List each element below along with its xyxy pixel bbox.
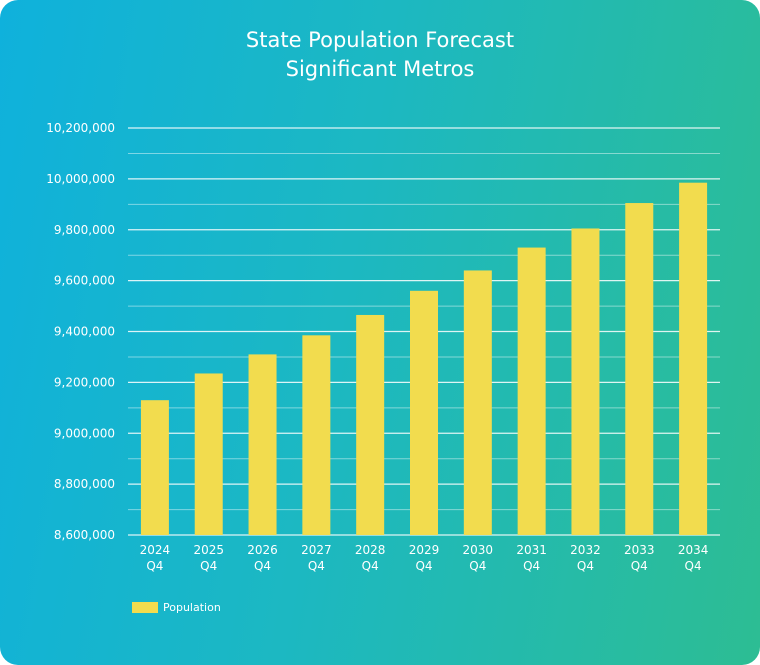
chart-subtitle: Significant Metros bbox=[285, 57, 475, 81]
bar-2034 bbox=[679, 182, 708, 536]
bar-2033 bbox=[625, 203, 654, 535]
x-tick-label-year: 2030 bbox=[463, 543, 494, 557]
y-tick-label: 9,200,000 bbox=[54, 375, 115, 389]
y-tick-label: 9,400,000 bbox=[54, 325, 115, 339]
x-tick-label-quarter: Q4 bbox=[577, 559, 594, 573]
x-tick-label-year: 2029 bbox=[409, 543, 440, 557]
x-tick-label-quarter: Q4 bbox=[308, 559, 325, 573]
x-tick-label-quarter: Q4 bbox=[631, 559, 648, 573]
x-tick-label-quarter: Q4 bbox=[200, 559, 217, 573]
bar-2025 bbox=[194, 373, 223, 535]
x-tick-label-year: 2028 bbox=[355, 543, 386, 557]
bar-2032 bbox=[571, 228, 600, 535]
x-tick-label-year: 2032 bbox=[570, 543, 601, 557]
x-tick-label-year: 2027 bbox=[301, 543, 332, 557]
y-tick-label: 8,800,000 bbox=[54, 477, 115, 491]
legend-swatch-population bbox=[132, 602, 158, 613]
y-tick-label: 10,200,000 bbox=[46, 121, 115, 135]
bar-2029 bbox=[410, 290, 438, 535]
y-tick-label: 9,800,000 bbox=[54, 223, 115, 237]
x-tick-label-year: 2025 bbox=[193, 543, 224, 557]
legend-label-population: Population bbox=[163, 601, 221, 614]
x-tick-label-quarter: Q4 bbox=[685, 559, 702, 573]
bar-2024 bbox=[140, 400, 169, 535]
x-tick-label-quarter: Q4 bbox=[254, 559, 271, 573]
x-tick-label-quarter: Q4 bbox=[523, 559, 540, 573]
bar-2027 bbox=[302, 335, 331, 535]
bar-2026 bbox=[248, 354, 277, 535]
legend: Population bbox=[132, 601, 221, 614]
x-tick-label-quarter: Q4 bbox=[146, 559, 163, 573]
chart-title-block: State Population Forecast Significant Me… bbox=[0, 26, 760, 84]
bar-2031 bbox=[517, 247, 546, 535]
x-tick-label-year: 2024 bbox=[140, 543, 171, 557]
chart-title: State Population Forecast bbox=[245, 28, 515, 52]
x-tick-label-year: 2031 bbox=[516, 543, 547, 557]
bar-2028 bbox=[356, 314, 385, 535]
y-tick-label: 10,000,000 bbox=[46, 172, 115, 186]
y-tick-label: 8,600,000 bbox=[54, 528, 115, 542]
bar-2030 bbox=[463, 270, 492, 535]
y-tick-label: 9,000,000 bbox=[54, 426, 115, 440]
x-tick-label-quarter: Q4 bbox=[469, 559, 486, 573]
x-tick-label-year: 2026 bbox=[247, 543, 278, 557]
x-tick-label-year: 2033 bbox=[624, 543, 655, 557]
x-tick-label-quarter: Q4 bbox=[362, 559, 379, 573]
x-tick-label-quarter: Q4 bbox=[415, 559, 432, 573]
y-tick-label: 9,600,000 bbox=[54, 274, 115, 288]
x-tick-label-year: 2034 bbox=[678, 543, 709, 557]
